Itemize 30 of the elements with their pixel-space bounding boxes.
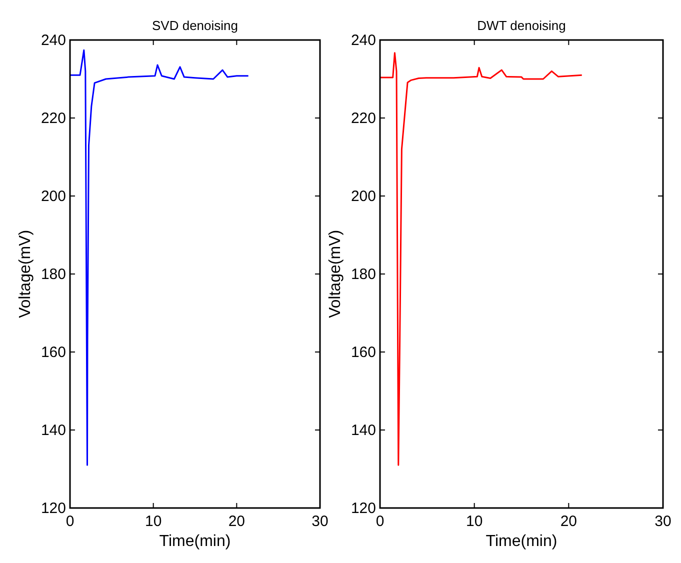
x-tick-label: 0 [376,513,384,530]
y-tick-label: 140 [40,422,66,439]
x-axis-title: Time(min) [486,533,558,550]
y-tick-label: 200 [350,188,376,205]
x-tick-label: 30 [654,513,672,530]
y-tick-label: 240 [350,32,376,49]
x-tick-label: 10 [144,513,162,530]
chart-title: DWT denoising [477,18,566,33]
x-tick-label: 20 [560,513,578,530]
y-axis-title: Voltage(mV) [17,230,34,318]
y-tick-label: 220 [350,110,376,127]
y-tick-label: 120 [350,500,376,517]
y-tick-label: 180 [40,266,66,283]
y-tick-label: 160 [40,344,66,361]
x-tick-label: 10 [466,513,483,530]
y-tick-label: 160 [350,344,376,361]
y-tick-label: 140 [350,422,376,439]
x-tick-label: 0 [66,513,74,530]
line-series [379,52,583,466]
x-axis-title: Time(min) [159,533,231,550]
y-tick-label: 120 [40,500,66,517]
y-tick-label: 240 [40,32,66,49]
chart-title: SVD denoising [152,18,238,33]
y-tick-label: 180 [350,266,376,283]
y-axis-title: Voltage(mV) [327,230,344,318]
x-tick-label: 20 [228,513,246,530]
line-series [69,49,250,466]
y-tick-label: 220 [40,110,66,127]
x-tick-label: 30 [312,513,328,530]
y-tick-label: 200 [40,188,66,205]
